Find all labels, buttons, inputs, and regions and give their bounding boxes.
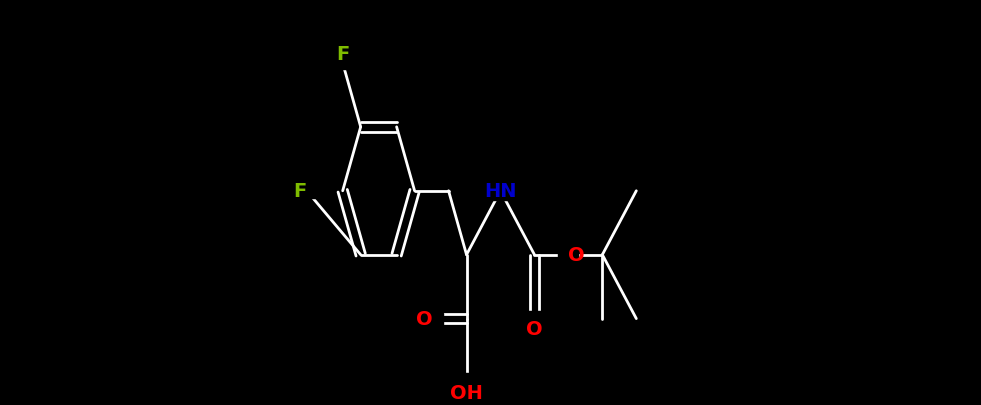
Text: OH: OH: [450, 383, 483, 401]
FancyBboxPatch shape: [333, 58, 353, 70]
FancyBboxPatch shape: [423, 313, 442, 325]
Text: F: F: [293, 182, 307, 201]
Text: HN: HN: [485, 182, 517, 201]
FancyBboxPatch shape: [558, 249, 579, 261]
FancyBboxPatch shape: [450, 373, 483, 392]
FancyBboxPatch shape: [485, 182, 516, 201]
Text: O: O: [526, 319, 542, 338]
Text: O: O: [568, 245, 585, 264]
Text: F: F: [336, 45, 349, 64]
FancyBboxPatch shape: [294, 184, 319, 198]
FancyBboxPatch shape: [523, 311, 546, 326]
Text: O: O: [416, 309, 433, 328]
